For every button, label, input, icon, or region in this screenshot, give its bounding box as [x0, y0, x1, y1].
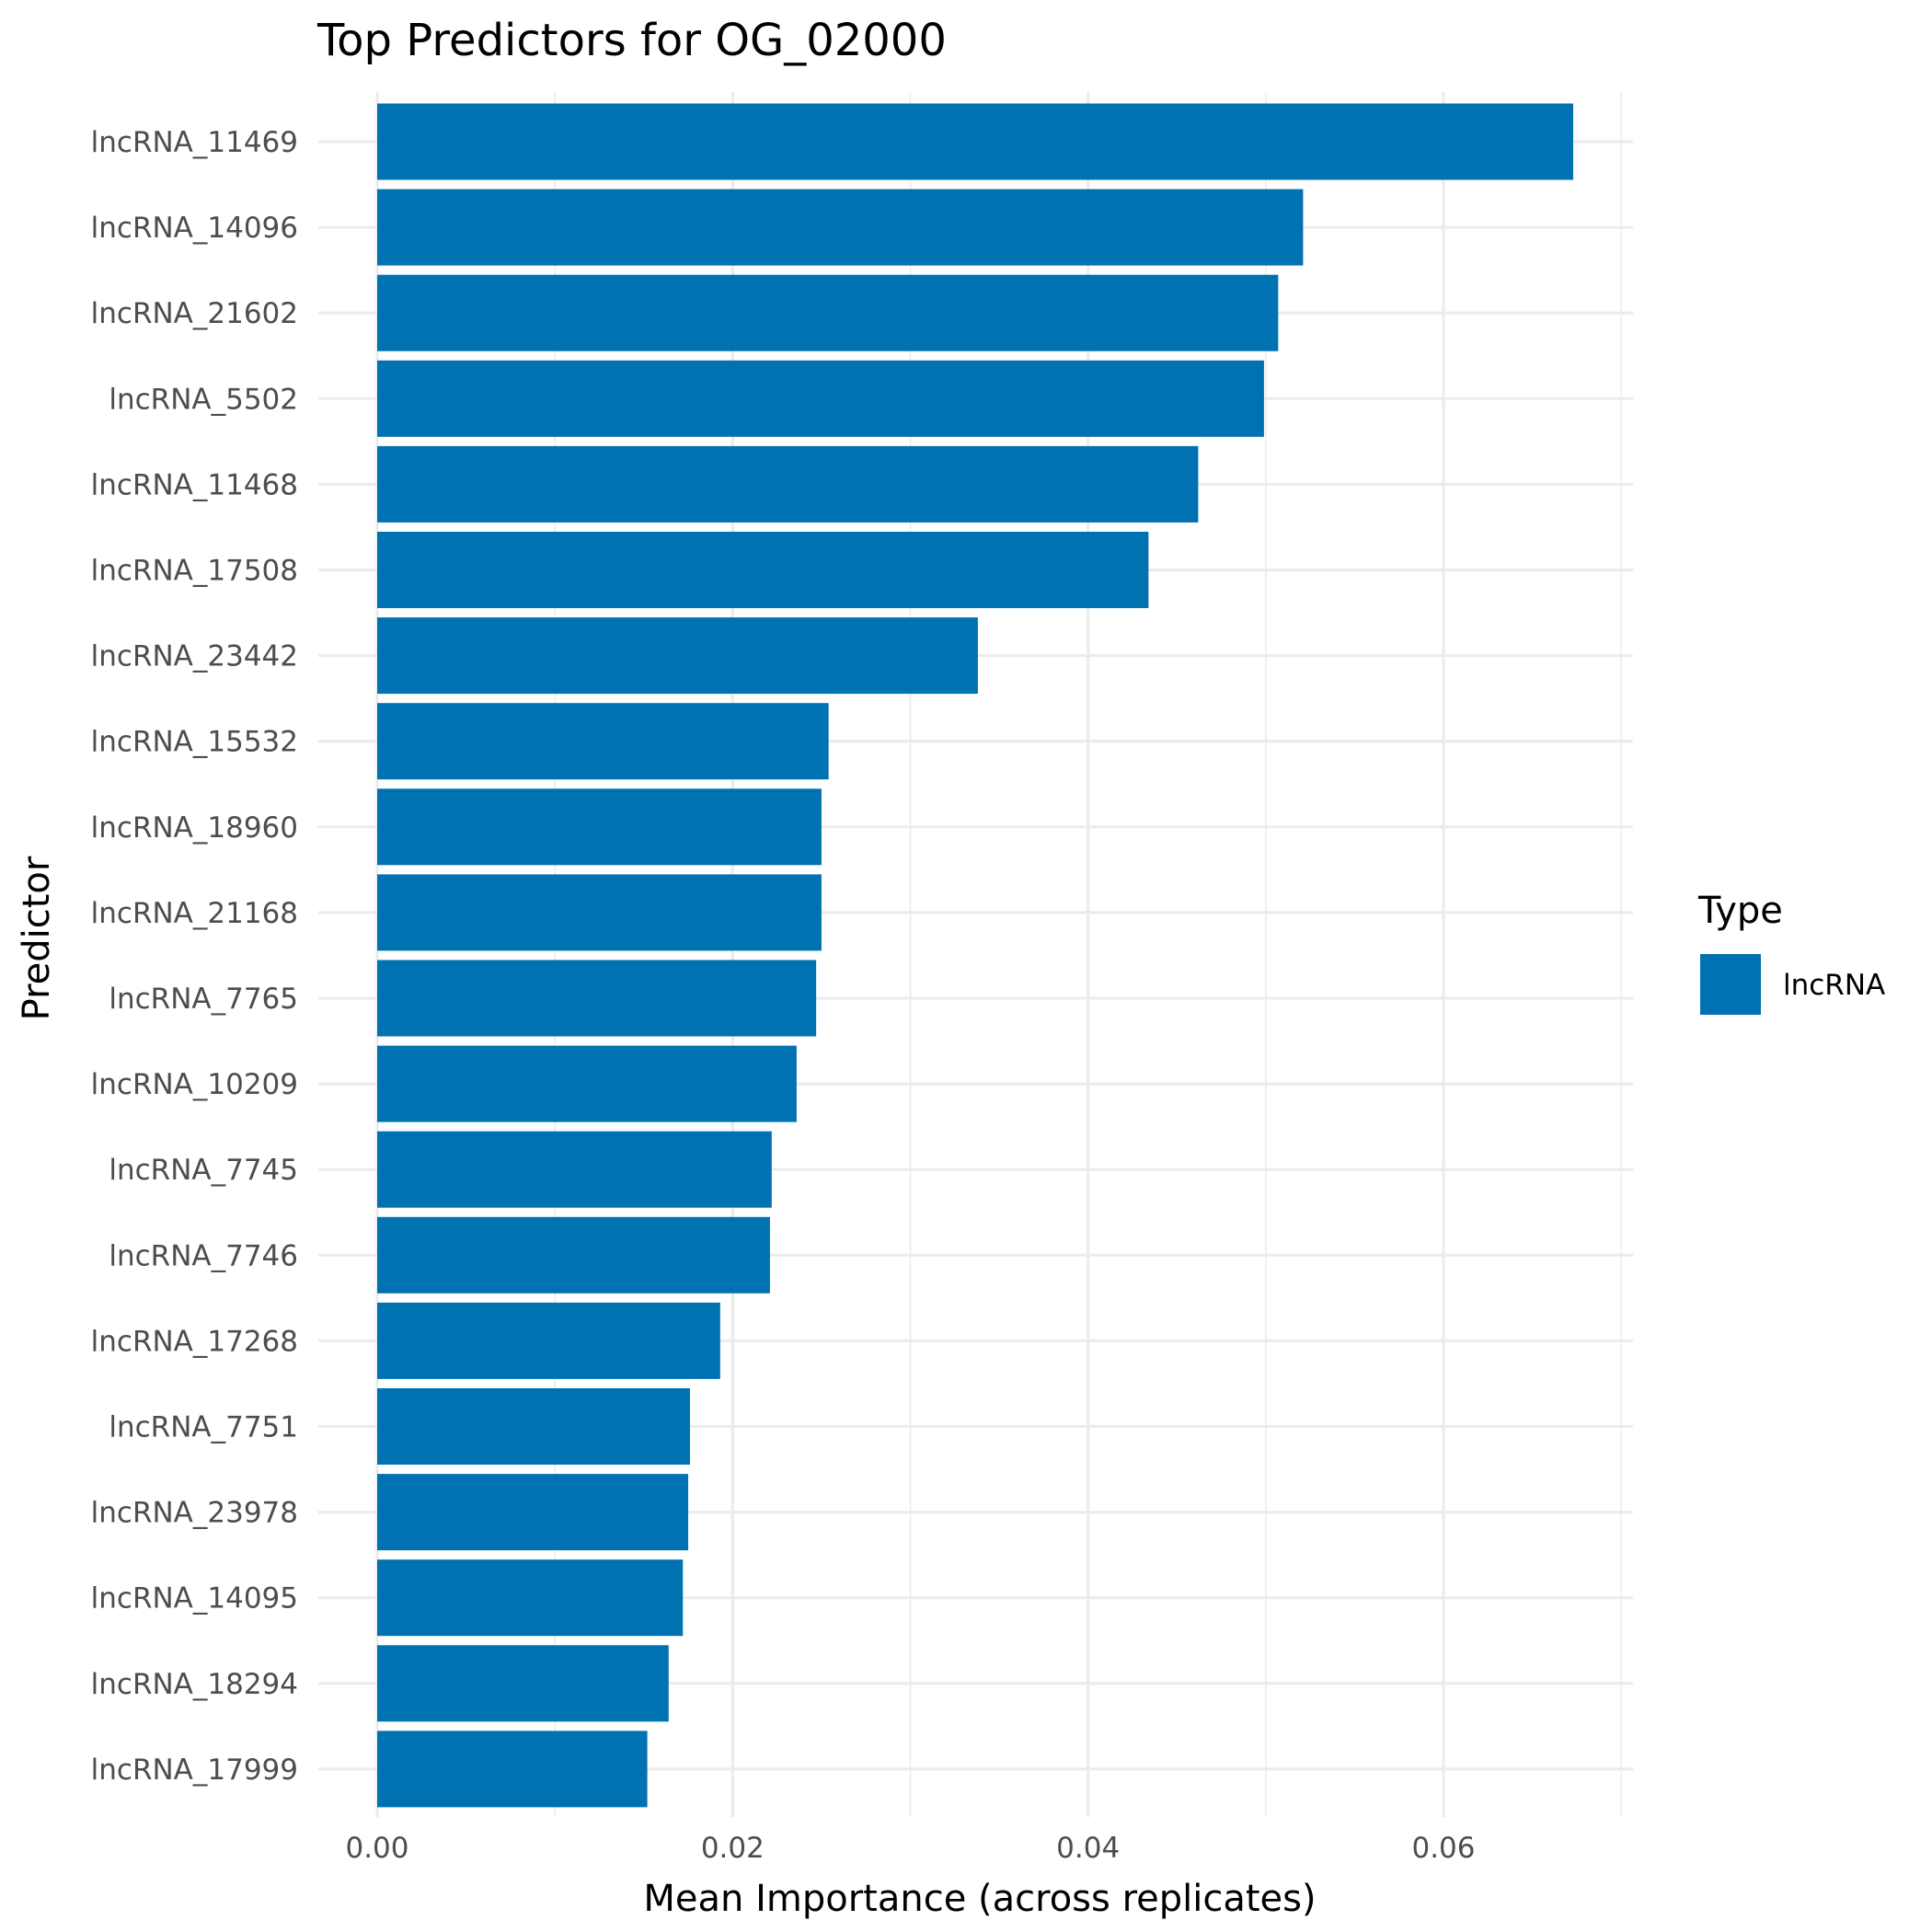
bar	[377, 1302, 720, 1379]
bar	[377, 360, 1264, 437]
legend-title: Type	[1697, 890, 1783, 932]
y-tick-label: lncRNA_7765	[109, 983, 298, 1016]
bar	[377, 1645, 669, 1722]
bar	[377, 1388, 690, 1465]
bar	[377, 1559, 684, 1637]
y-tick-label: lncRNA_11469	[91, 126, 298, 159]
y-tick-label: lncRNA_21168	[91, 897, 298, 930]
bar	[377, 274, 1279, 351]
bar	[377, 874, 822, 951]
y-tick-label: lncRNA_23442	[91, 640, 298, 673]
bar	[377, 1045, 797, 1122]
chart-title: Top Predictors for OG_02000	[316, 15, 947, 66]
x-tick-label: 0.04	[1056, 1832, 1120, 1865]
y-tick-label: lncRNA_14096	[91, 212, 298, 245]
bar	[377, 1474, 689, 1551]
y-tick-label: lncRNA_7745	[109, 1154, 298, 1187]
y-tick-label: lncRNA_23978	[91, 1497, 298, 1530]
y-tick-label: lncRNA_11468	[91, 468, 298, 501]
y-tick-label: lncRNA_14095	[91, 1582, 298, 1616]
legend: Type lncRNA	[1697, 890, 1885, 1015]
y-axis-title: Predictor	[16, 856, 58, 1020]
y-tick-label: lncRNA_10209	[91, 1068, 298, 1101]
x-tick-label: 0.02	[701, 1832, 765, 1865]
y-tick-labels: lncRNA_11469 lncRNA_14096 lncRNA_21602 lncR…	[91, 126, 298, 1787]
bar	[377, 532, 1149, 608]
y-tick-label: lncRNA_5502	[109, 383, 298, 416]
legend-label-lncrna: lncRNA	[1783, 969, 1885, 1002]
bar	[377, 617, 978, 695]
x-axis-title: Mean Importance (across replicates)	[643, 1878, 1316, 1920]
y-tick-label: lncRNA_18294	[91, 1668, 298, 1701]
bar	[377, 1131, 772, 1208]
x-tick-labels: 0.00 0.02 0.04 0.06	[345, 1832, 1475, 1865]
y-tick-label: lncRNA_18960	[91, 811, 298, 845]
bar	[377, 1731, 648, 1808]
bar	[377, 103, 1574, 180]
legend-swatch-lncrna	[1700, 954, 1761, 1015]
y-tick-label: lncRNA_7746	[109, 1239, 298, 1272]
bar	[377, 788, 822, 866]
x-tick-label: 0.06	[1411, 1832, 1475, 1865]
y-tick-label: lncRNA_21602	[91, 297, 298, 330]
bar	[377, 960, 817, 1037]
y-tick-label: lncRNA_17268	[91, 1325, 298, 1358]
bar	[377, 703, 829, 780]
y-tick-label: lncRNA_15532	[91, 726, 298, 759]
x-tick-label: 0.00	[345, 1832, 408, 1865]
bar	[377, 189, 1304, 266]
bars	[377, 103, 1574, 1808]
bar	[377, 445, 1199, 523]
y-tick-label: lncRNA_17508	[91, 555, 298, 588]
y-tick-label: lncRNA_17999	[91, 1754, 298, 1787]
y-tick-label: lncRNA_7751	[109, 1411, 298, 1444]
bar	[377, 1216, 770, 1294]
